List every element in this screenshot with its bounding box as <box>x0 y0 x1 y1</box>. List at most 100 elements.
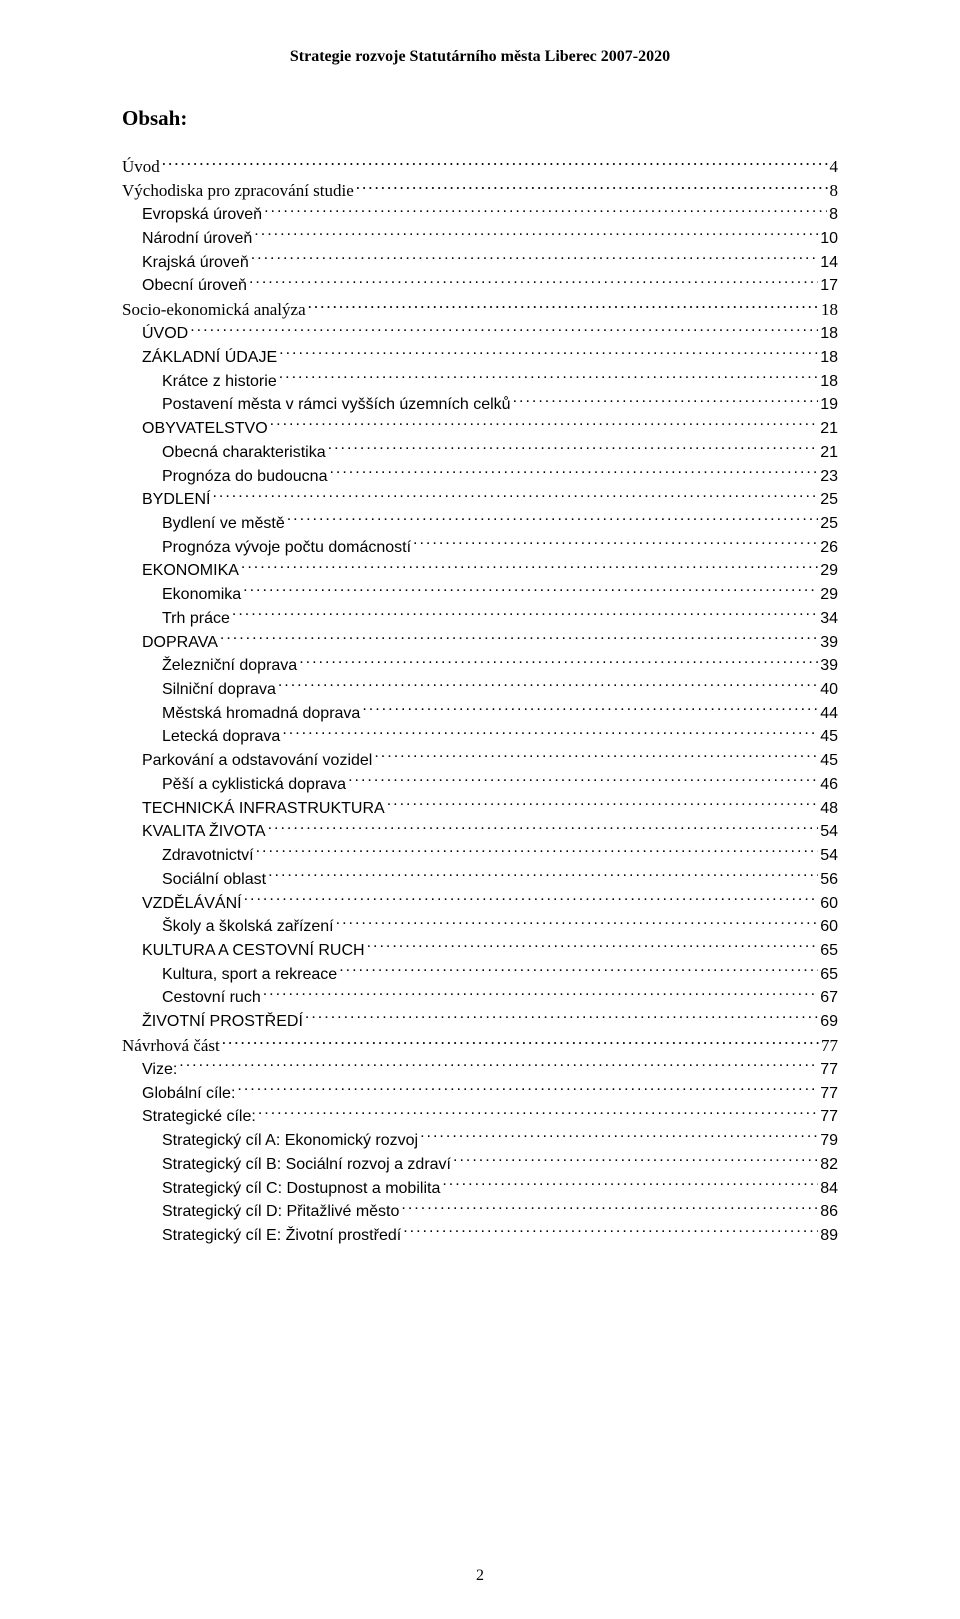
toc-entry-label: Strategický cíl C: Dostupnost a mobilita <box>162 1178 440 1201</box>
toc-entry[interactable]: Obecní úroveň17 <box>122 274 838 298</box>
toc-entry-label: Trh práce <box>162 608 230 631</box>
toc-entry-label: Socio-ekonomická analýza <box>122 298 306 322</box>
toc-entry-label: Prognóza vývoje počtu domácností <box>162 537 411 560</box>
toc-entry[interactable]: Strategický cíl C: Dostupnost a mobilita… <box>122 1177 838 1201</box>
toc-entry[interactable]: Postavení města v rámci vyšších územních… <box>122 393 838 417</box>
toc-entry[interactable]: Vize:77 <box>122 1058 838 1082</box>
toc-entry[interactable]: Východiska pro zpracování studie8 <box>122 179 838 203</box>
toc-entry[interactable]: Socio-ekonomická analýza18 <box>122 298 838 322</box>
toc-entry[interactable]: KULTURA A CESTOVNÍ RUCH65 <box>122 939 838 963</box>
toc-entry-label: Vize: <box>142 1059 177 1082</box>
toc-entry[interactable]: Strategický cíl B: Sociální rozvoj a zdr… <box>122 1153 838 1177</box>
toc-entry[interactable]: BYDLENÍ25 <box>122 488 838 512</box>
toc-entry[interactable]: Železniční doprava39 <box>122 654 838 678</box>
toc-entry[interactable]: Krátce z historie18 <box>122 370 838 394</box>
toc-dots <box>328 441 819 457</box>
toc-entry[interactable]: Strategický cíl D: Přitažlivé město86 <box>122 1200 838 1224</box>
toc-entry-label: Krátce z historie <box>162 371 277 394</box>
toc-entry[interactable]: ZÁKLADNÍ ÚDAJE18 <box>122 346 838 370</box>
toc-entry[interactable]: Úvod 4 <box>122 155 838 179</box>
toc-dots <box>282 725 818 741</box>
toc-dots <box>232 607 818 623</box>
toc-entry[interactable]: VZDĚLÁVÁNÍ60 <box>122 892 838 916</box>
toc-entry[interactable]: EKONOMIKA29 <box>122 559 838 583</box>
toc-entry[interactable]: Evropská úroveň8 <box>122 203 838 227</box>
toc-entry-label: Školy a školská zařízení <box>162 916 334 939</box>
toc-dots <box>299 654 818 670</box>
toc-dots <box>270 417 819 433</box>
toc-entry[interactable]: Cestovní ruch67 <box>122 986 838 1010</box>
toc-entry-label: Kultura, sport a rekreace <box>162 964 337 987</box>
toc-entry[interactable]: Prognóza vývoje počtu domácností26 <box>122 536 838 560</box>
toc-entry-page: 4 <box>830 155 839 179</box>
toc-entry[interactable]: Strategický cíl E: Životní prostředí 89 <box>122 1224 838 1248</box>
toc-entry-page: 86 <box>820 1201 838 1224</box>
toc-entry[interactable]: Sociální oblast56 <box>122 868 838 892</box>
toc-entry-page: 79 <box>820 1130 838 1153</box>
toc-entry-page: 18 <box>820 323 838 346</box>
toc-entry[interactable]: Letecká doprava45 <box>122 725 838 749</box>
toc-entry[interactable]: Návrhová část77 <box>122 1034 838 1058</box>
page-number: 2 <box>0 1567 960 1585</box>
toc-entry[interactable]: Globální cíle:77 <box>122 1082 838 1106</box>
toc-dots <box>279 370 818 386</box>
toc-entry[interactable]: Národní úroveň10 <box>122 227 838 251</box>
toc-entry-page: 48 <box>820 798 838 821</box>
toc-entry-label: Krajská úroveň <box>142 252 249 275</box>
toc-entry-page: 25 <box>820 489 838 512</box>
toc-dots <box>244 892 819 908</box>
toc-entry-label: Návrhová část <box>122 1034 220 1058</box>
toc-entry-page: 89 <box>820 1225 838 1248</box>
toc-entry-label: DOPRAVA <box>142 632 218 655</box>
toc-dots <box>329 465 818 481</box>
toc-entry[interactable]: ÚVOD18 <box>122 322 838 346</box>
toc-entry[interactable]: Zdravotnictví54 <box>122 844 838 868</box>
toc-entry[interactable]: Trh práce34 <box>122 607 838 631</box>
toc-entry-label: Strategický cíl B: Sociální rozvoj a zdr… <box>162 1154 451 1177</box>
toc-dots <box>279 346 818 362</box>
toc-entry[interactable]: Strategický cíl A: Ekonomický rozvoj79 <box>122 1129 838 1153</box>
toc-entry-page: 60 <box>820 916 838 939</box>
toc-entry[interactable]: Strategické cíle: 77 <box>122 1105 838 1129</box>
toc-entry-page: 77 <box>820 1106 838 1129</box>
toc-entry-label: Východiska pro zpracování studie <box>122 179 354 203</box>
toc-entry[interactable]: Městská hromadná doprava44 <box>122 702 838 726</box>
toc-entry[interactable]: Kultura, sport a rekreace 65 <box>122 963 838 987</box>
toc-dots <box>387 797 819 813</box>
toc-entry[interactable]: Obecná charakteristika21 <box>122 441 838 465</box>
toc-entry-page: 65 <box>820 964 838 987</box>
toc-entry[interactable]: Pěší a cyklistická doprava46 <box>122 773 838 797</box>
toc-entry[interactable]: Ekonomika29 <box>122 583 838 607</box>
toc-entry[interactable]: ŽIVOTNÍ PROSTŘEDÍ69 <box>122 1010 838 1034</box>
toc-entry-page: 21 <box>820 418 838 441</box>
toc-entry[interactable]: KVALITA ŽIVOTA54 <box>122 820 838 844</box>
toc-entry-page: 8 <box>829 204 838 227</box>
toc-entry-label: Národní úroveň <box>142 228 252 251</box>
toc-entry-label: Městská hromadná doprava <box>162 703 360 726</box>
toc-entry[interactable]: Parkování a odstavování vozidel45 <box>122 749 838 773</box>
toc-entry-page: 39 <box>820 655 838 678</box>
toc-entry[interactable]: Krajská úroveň14 <box>122 251 838 275</box>
toc-entry[interactable]: Bydlení ve městě25 <box>122 512 838 536</box>
toc-entry-label: Obecná charakteristika <box>162 442 326 465</box>
toc-dots <box>339 963 818 979</box>
toc-entry[interactable]: TECHNICKÁ INFRASTRUKTURA48 <box>122 797 838 821</box>
toc-entry[interactable]: Prognóza do budoucna23 <box>122 465 838 489</box>
toc-entry-page: 29 <box>820 560 838 583</box>
toc-dots <box>268 868 818 884</box>
toc-entry-label: Strategický cíl E: Životní prostředí <box>162 1225 401 1248</box>
toc-dots <box>308 298 819 315</box>
toc-entry-label: Obecní úroveň <box>142 275 247 298</box>
toc-entry[interactable]: Silniční doprava40 <box>122 678 838 702</box>
toc-entry-page: 82 <box>820 1154 838 1177</box>
toc-dots <box>420 1129 818 1145</box>
toc-dots <box>413 536 818 552</box>
toc-entry-label: Ekonomika <box>162 584 241 607</box>
toc-entry[interactable]: OBYVATELSTVO21 <box>122 417 838 441</box>
toc-entry-label: Cestovní ruch <box>162 987 261 1010</box>
toc-entry[interactable]: DOPRAVA39 <box>122 631 838 655</box>
toc-entry-label: Strategické cíle: <box>142 1106 256 1129</box>
toc-entry-label: Postavení města v rámci vyšších územních… <box>162 394 511 417</box>
toc-entry-label: Úvod <box>122 155 160 179</box>
toc-entry[interactable]: Školy a školská zařízení 60 <box>122 915 838 939</box>
